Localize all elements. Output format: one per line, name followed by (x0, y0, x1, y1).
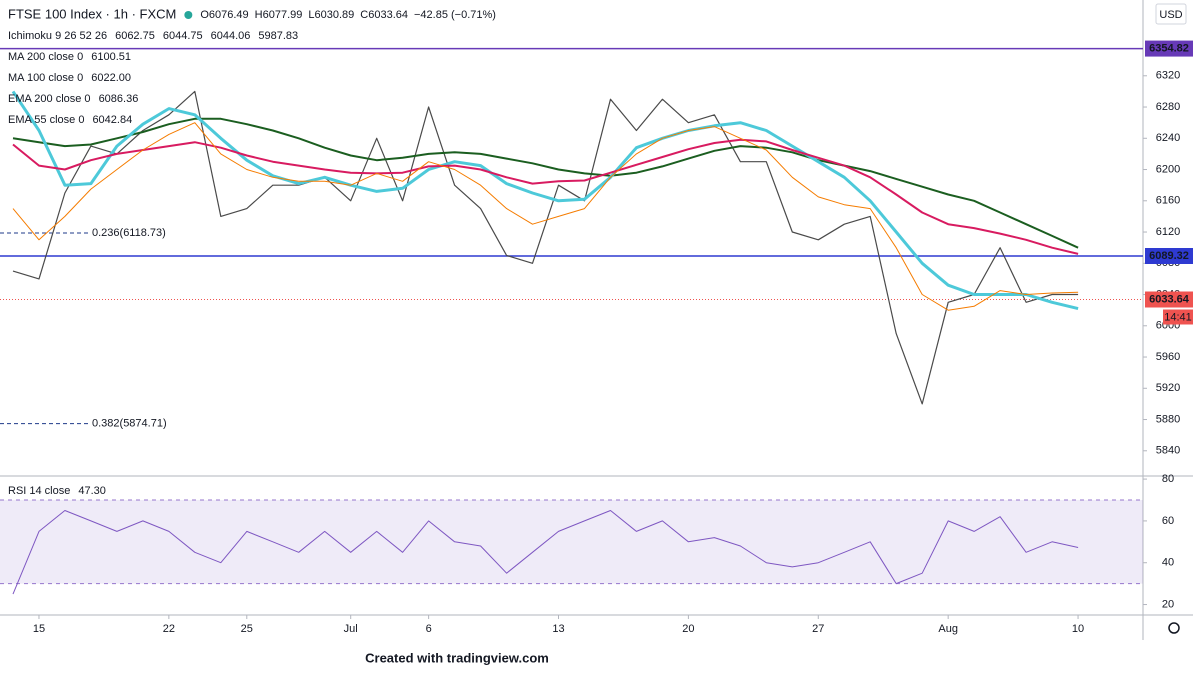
ohlc-value: C6033.64 (360, 9, 408, 21)
x-tick-label: 13 (552, 623, 564, 635)
price-label-box (1145, 40, 1193, 57)
plot: 5840588059205960600060406080612061606200… (0, 40, 1193, 635)
y-tick-label: 6240 (1156, 132, 1180, 144)
indicator-line (11, 90, 1079, 311)
legend-name: RSI 14 close (8, 485, 70, 497)
y-tick-label: 20 (1162, 598, 1174, 610)
ichimoku-label: Ichimoku 9 26 52 26 (8, 30, 107, 42)
price-label: 6354.82 (1149, 42, 1189, 54)
legend-value: 47.30 (78, 485, 106, 497)
indicator-line (12, 117, 1079, 249)
ichimoku-value: 6062.75 (115, 30, 155, 42)
legend: FTSE 100 Index · 1h · FXCM O6076.49 H6077.… (2, 4, 522, 497)
x-tick-label: Aug (938, 623, 958, 635)
last-price-box (1145, 291, 1193, 308)
countdown-box (1163, 309, 1193, 325)
x-tick-label: 10 (1072, 623, 1084, 635)
price-label: 6089.32 (1149, 250, 1189, 262)
legend-bg (2, 4, 522, 26)
fib-label: 0.236(6118.73) (92, 227, 166, 239)
indicator-line (12, 122, 1079, 311)
countdown-label: 14:41 (1164, 311, 1192, 323)
legend-name: MA 100 close 0 (8, 72, 83, 84)
axis-unit: USD (1159, 9, 1182, 21)
legend-name: MA 200 close 0 (8, 51, 83, 63)
y-tick-label: 6200 (1156, 163, 1180, 175)
ichimoku-value: 6044.06 (211, 30, 251, 42)
chart-title: FTSE 100 Index · 1h · FXCM (8, 6, 176, 21)
ohlc-value: −42.85 (−0.71%) (414, 9, 496, 21)
last-price-label: 6033.64 (1149, 293, 1190, 305)
x-tick-label: 27 (812, 623, 824, 635)
unit-box[interactable] (1155, 3, 1187, 25)
y-tick-label: 80 (1162, 473, 1174, 485)
x-tick-label: 20 (682, 623, 694, 635)
ichimoku-value: 6044.75 (163, 30, 203, 42)
y-tick-label: 5920 (1156, 382, 1180, 394)
legend-value: 6042.84 (92, 114, 132, 126)
y-tick-label: 6160 (1156, 195, 1180, 207)
ohlc-value: H6077.99 (255, 9, 303, 21)
y-tick-label: 60 (1162, 515, 1174, 527)
status-dot (184, 11, 193, 19)
ichimoku-value: 5987.83 (258, 30, 298, 42)
y-tick-label: 5880 (1156, 413, 1180, 425)
y-tick-label: 5960 (1156, 351, 1180, 363)
legend-value: 6022.00 (91, 72, 131, 84)
y-tick-label: 40 (1162, 557, 1174, 569)
x-tick-label: 25 (241, 623, 253, 635)
ohlc-value: O6076.49 (200, 9, 248, 21)
x-tick-label: 6 (426, 623, 432, 635)
y-tick-label: 5840 (1156, 445, 1180, 457)
ohlc-value: L6030.89 (308, 9, 354, 21)
fib-label: 0.382(5874.71) (92, 418, 167, 430)
rsi-band (0, 500, 1143, 584)
legend-value: 6086.36 (99, 93, 139, 105)
legend-name: EMA 55 close 0 (8, 114, 84, 126)
price-label-box (1145, 248, 1193, 264)
x-tick-label: 22 (163, 623, 175, 635)
footer: Created with tradingview.com (365, 650, 549, 665)
indicator-line (12, 138, 1079, 255)
y-tick-label: 6320 (1156, 70, 1180, 82)
legend-name: EMA 200 close 0 (8, 93, 91, 105)
indicator-line (12, 510, 1079, 595)
legend-value: 6100.51 (91, 51, 131, 63)
settings-icon[interactable] (1168, 622, 1180, 634)
price-line (12, 90, 1079, 405)
x-tick-label: Jul (344, 623, 358, 635)
y-tick-label: 6280 (1156, 101, 1180, 113)
x-tick-label: 15 (33, 623, 45, 635)
y-tick-label: 6120 (1156, 226, 1180, 238)
